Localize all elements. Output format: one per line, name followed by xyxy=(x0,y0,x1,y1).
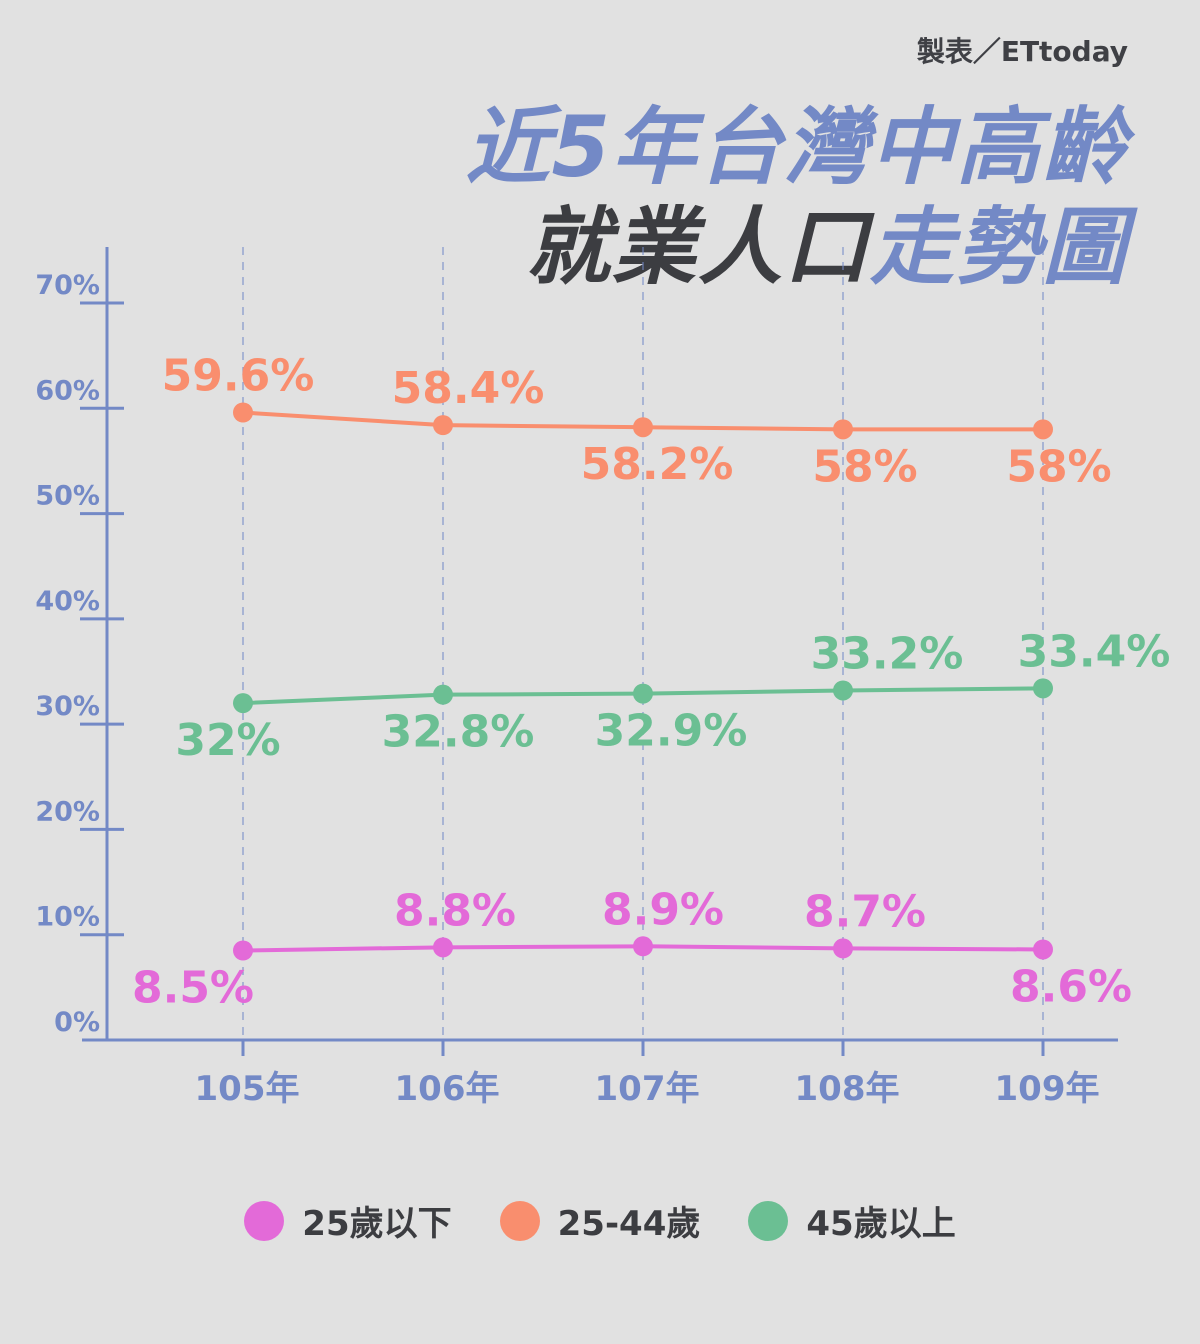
y-tick-label: 10% xyxy=(35,902,100,933)
y-tick-label: 50% xyxy=(35,481,100,512)
data-point xyxy=(1033,678,1053,699)
data-point xyxy=(833,680,853,701)
legend-item-under-25: 25歲以下 xyxy=(244,1196,452,1245)
data-point xyxy=(633,683,653,704)
x-tick-label: 108年 xyxy=(795,1069,900,1109)
data-label: 32% xyxy=(175,715,280,766)
data-label: 32.9% xyxy=(595,706,748,757)
data-point xyxy=(433,684,453,705)
x-tick-label: 105年 xyxy=(195,1069,300,1109)
data-label: 33.2% xyxy=(811,628,964,679)
chart-legend: 25歲以下 25-44歲 45歲以上 xyxy=(0,1196,1200,1245)
legend-label: 25歲以下 xyxy=(302,1204,452,1244)
y-tick-label: 0% xyxy=(54,1007,100,1038)
data-point xyxy=(433,415,453,436)
chart-credit: 製表／ETtoday xyxy=(916,35,1128,68)
data-point xyxy=(833,419,853,440)
data-label: 8.8% xyxy=(394,885,516,936)
y-tick-label: 60% xyxy=(35,375,100,406)
chart-title-dark-part: 就業人口 xyxy=(525,198,870,296)
legend-item-45-plus: 45歲以上 xyxy=(748,1196,956,1245)
legend-label: 25-44歲 xyxy=(557,1204,701,1244)
data-label: 8.6% xyxy=(1010,961,1132,1012)
data-point xyxy=(433,937,453,958)
data-point xyxy=(233,402,253,423)
y-tick-label: 20% xyxy=(35,796,100,827)
data-point xyxy=(1033,939,1053,960)
data-label: 33.4% xyxy=(1018,626,1171,677)
data-point xyxy=(633,417,653,438)
chart-title-blue-part: 走勢圖 xyxy=(869,198,1128,296)
data-label: 58% xyxy=(1006,441,1111,492)
data-label: 8.5% xyxy=(132,963,254,1014)
y-tick-label: 30% xyxy=(35,691,100,722)
chart-title-line-2: 就業人口走勢圖 xyxy=(526,180,1128,301)
chart-title-line-1: 近5年台灣中高齡 xyxy=(465,98,1128,196)
data-label: 58.4% xyxy=(392,363,545,414)
data-point xyxy=(1033,419,1053,440)
y-tick-label: 70% xyxy=(35,270,100,301)
x-tick-label: 107年 xyxy=(595,1069,700,1109)
legend-swatch xyxy=(499,1200,540,1241)
legend-swatch xyxy=(244,1200,285,1241)
legend-label: 45歲以上 xyxy=(806,1204,956,1244)
y-tick-label: 40% xyxy=(35,586,100,617)
data-point xyxy=(233,940,253,961)
x-tick-label: 109年 xyxy=(995,1069,1100,1109)
legend-swatch xyxy=(748,1200,789,1241)
data-label: 58% xyxy=(812,441,917,492)
data-point xyxy=(833,938,853,959)
data-label: 32.8% xyxy=(382,707,535,758)
data-point xyxy=(633,936,653,957)
x-tick-label: 106年 xyxy=(395,1069,500,1109)
data-point xyxy=(233,693,253,714)
legend-item-25-44: 25-44歲 xyxy=(499,1196,701,1245)
data-label: 58.2% xyxy=(581,439,734,490)
data-label: 8.7% xyxy=(804,886,926,937)
data-label: 59.6% xyxy=(162,350,315,401)
data-label: 8.9% xyxy=(602,884,724,935)
